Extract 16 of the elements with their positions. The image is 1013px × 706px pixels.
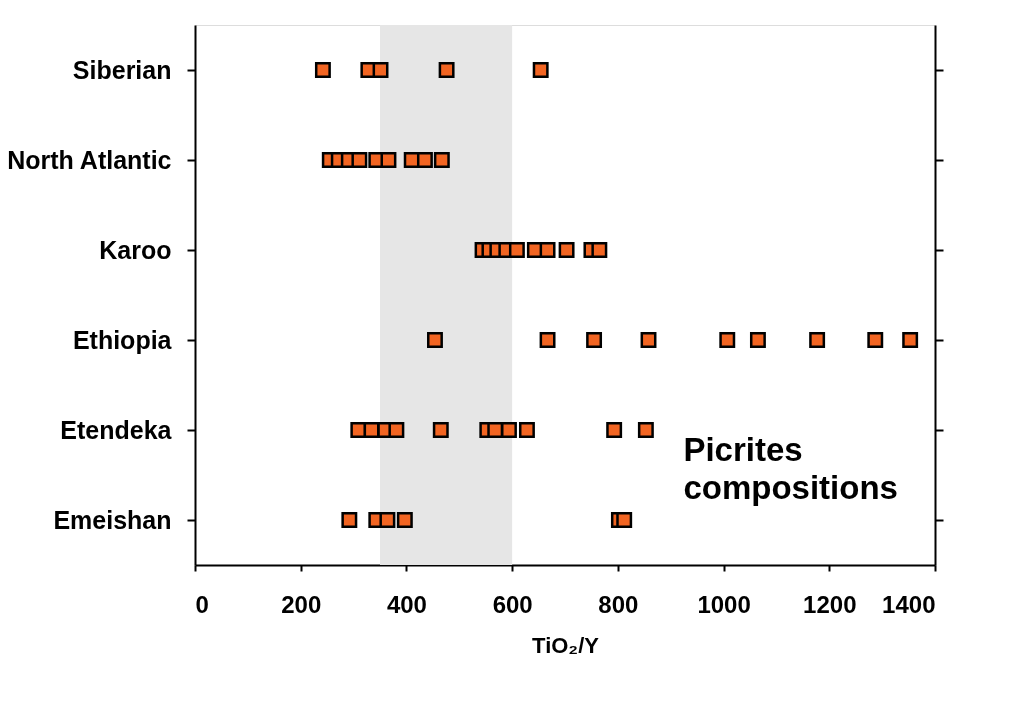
x-axis-title: TiO₂/Y	[532, 632, 600, 658]
annotation: Picrites compositions	[683, 431, 898, 507]
x-tick-label: 1400	[882, 590, 936, 618]
y-tick-label: Emeishan	[53, 505, 172, 534]
x-tick-label: 1000	[697, 590, 751, 618]
x-tick-label: 0	[195, 590, 209, 618]
y-tick-label: Karoo	[99, 235, 172, 264]
x-tick-label: 400	[386, 590, 427, 618]
x-tick-label: 600	[492, 590, 533, 618]
y-tick-label: Ethiopia	[72, 325, 173, 354]
y-tick-label: North Atlantic	[7, 145, 172, 174]
y-tick-label: Etendeka	[60, 415, 173, 444]
x-tick-label: 1200	[803, 590, 857, 618]
x-tick-label: 800	[598, 590, 639, 618]
x-tick-label: 200	[281, 590, 322, 618]
y-tick-label: Siberian	[72, 55, 172, 84]
